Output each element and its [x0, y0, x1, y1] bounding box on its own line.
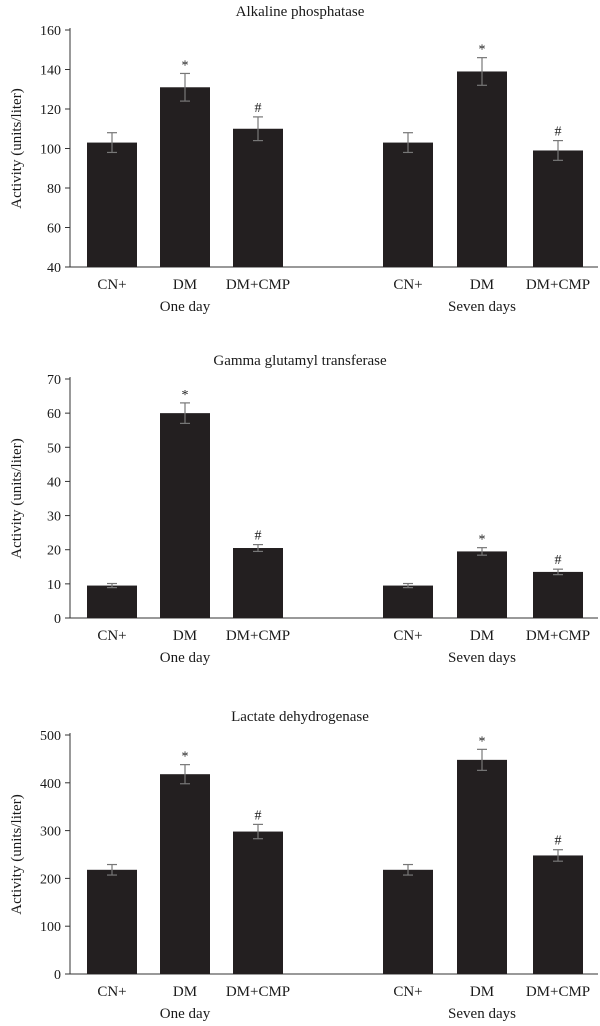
significance-asterisk: * [479, 533, 486, 548]
category-label: CN+ [393, 984, 422, 1000]
bar [383, 142, 433, 267]
bar [457, 551, 507, 618]
y-tick-label: 10 [47, 578, 61, 593]
category-label: DM [173, 277, 197, 293]
category-label: DM [470, 984, 494, 1000]
group-label: One day [160, 299, 211, 315]
category-label: CN+ [393, 277, 422, 293]
significance-asterisk: * [479, 43, 486, 58]
category-label: CN+ [97, 628, 126, 644]
y-tick-label: 400 [40, 777, 61, 792]
category-label: DM+CMP [226, 984, 290, 1000]
category-label: DM+CMP [226, 628, 290, 644]
category-label: DM [470, 628, 494, 644]
significance-hash: # [255, 101, 262, 116]
y-axis-label: Activity (units/liter) [9, 794, 25, 914]
chart-title: Gamma glutamyl transferase [213, 353, 387, 369]
y-axis-label: Activity (units/liter) [9, 438, 25, 558]
significance-asterisk: * [182, 58, 189, 73]
bar [533, 855, 583, 974]
category-label: DM+CMP [226, 277, 290, 293]
y-tick-label: 50 [47, 441, 61, 456]
bar [233, 128, 283, 267]
bar [533, 571, 583, 618]
bar [383, 869, 433, 974]
bar [87, 585, 137, 618]
y-tick-label: 120 [40, 103, 61, 118]
significance-hash: # [255, 808, 262, 823]
y-tick-label: 160 [40, 24, 61, 39]
y-tick-label: 40 [47, 475, 61, 490]
y-tick-label: 300 [40, 825, 61, 840]
y-tick-label: 100 [40, 143, 61, 158]
y-tick-label: 20 [47, 544, 61, 559]
y-tick-label: 200 [40, 872, 61, 887]
category-label: DM [173, 628, 197, 644]
bar [233, 831, 283, 974]
category-label: DM+CMP [526, 984, 590, 1000]
y-tick-label: 60 [47, 222, 61, 237]
y-tick-label: 70 [47, 373, 61, 388]
chart-title: Lactate dehydrogenase [231, 709, 369, 725]
bar [457, 759, 507, 974]
bar [87, 142, 137, 267]
bar [383, 585, 433, 618]
group-label: Seven days [448, 299, 516, 315]
group-label: One day [160, 650, 211, 666]
bar [160, 774, 210, 974]
significance-hash: # [555, 125, 562, 140]
y-tick-label: 100 [40, 920, 61, 935]
y-tick-label: 40 [47, 261, 61, 276]
category-label: DM+CMP [526, 277, 590, 293]
y-tick-label: 500 [40, 729, 61, 744]
significance-hash: # [555, 834, 562, 849]
gamma-glutamyl-transferase-chart: Gamma glutamyl transferase Activity (unit… [9, 353, 598, 666]
bar [233, 548, 283, 618]
bar [160, 413, 210, 618]
y-tick-label: 30 [47, 510, 61, 525]
category-label: DM [173, 984, 197, 1000]
group-label: Seven days [448, 650, 516, 666]
category-label: DM [470, 277, 494, 293]
y-tick-label: 80 [47, 182, 61, 197]
significance-hash: # [555, 553, 562, 568]
category-label: DM+CMP [526, 628, 590, 644]
y-axis-label: Activity (units/liter) [9, 88, 25, 208]
y-tick-label: 0 [54, 968, 61, 983]
significance-asterisk: * [182, 388, 189, 403]
category-label: CN+ [97, 984, 126, 1000]
bar [160, 87, 210, 268]
lactate-dehydrogenase-chart: Lactate dehydrogenase Activity (units/lit… [9, 709, 598, 1022]
y-tick-label: 140 [40, 64, 61, 79]
bar [457, 71, 507, 267]
bar [87, 869, 137, 974]
category-label: CN+ [97, 277, 126, 293]
category-label: CN+ [393, 628, 422, 644]
group-label: Seven days [448, 1006, 516, 1022]
significance-asterisk: * [182, 750, 189, 765]
bar [533, 150, 583, 267]
significance-asterisk: * [479, 734, 486, 749]
alkaline-phosphatase-chart: Alkaline phosphatase Activity (units/lite… [9, 4, 598, 315]
y-tick-label: 0 [54, 612, 61, 627]
chart-title: Alkaline phosphatase [236, 4, 365, 20]
significance-hash: # [255, 529, 262, 544]
group-label: One day [160, 1006, 211, 1022]
y-tick-label: 60 [47, 407, 61, 422]
